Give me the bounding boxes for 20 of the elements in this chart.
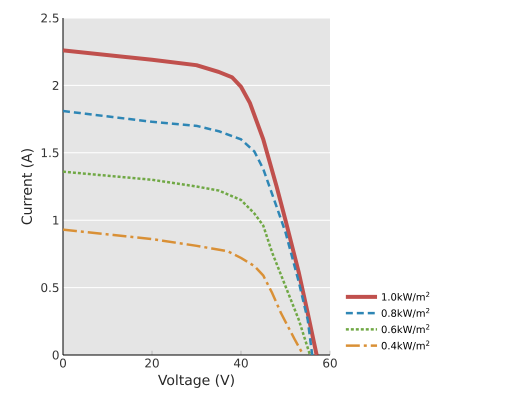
x-tick-label: 0 <box>60 358 66 368</box>
y-tick-label: 0 <box>52 350 59 360</box>
line-series <box>63 170 312 355</box>
x-tick-label: 60 <box>323 358 337 368</box>
line-series <box>63 228 305 355</box>
line-series <box>63 48 319 355</box>
y-tick-label: 2 <box>52 80 58 90</box>
x-axis-title: Voltage (V) <box>158 374 234 388</box>
x-tick-label: 40 <box>234 358 248 368</box>
legend-label: 0.6kW/m$^{2}$ <box>382 324 430 334</box>
legend-label: 0.4kW/m$^{2}$ <box>382 340 430 350</box>
line-series <box>63 110 314 355</box>
legend-label: 0.8kW/m$^{2}$ <box>382 308 430 318</box>
legend-label: 1.0kW/m$^{2}$ <box>382 292 430 302</box>
y-tick-label: 1 <box>53 216 58 225</box>
y-tick-label: 0.5 <box>41 283 58 292</box>
y-tick-label: 2.5 <box>41 13 58 23</box>
x-tick-label: 20 <box>145 358 159 368</box>
y-tick-label: 1.5 <box>42 148 58 158</box>
y-axis-title: Current (A) <box>21 149 34 224</box>
